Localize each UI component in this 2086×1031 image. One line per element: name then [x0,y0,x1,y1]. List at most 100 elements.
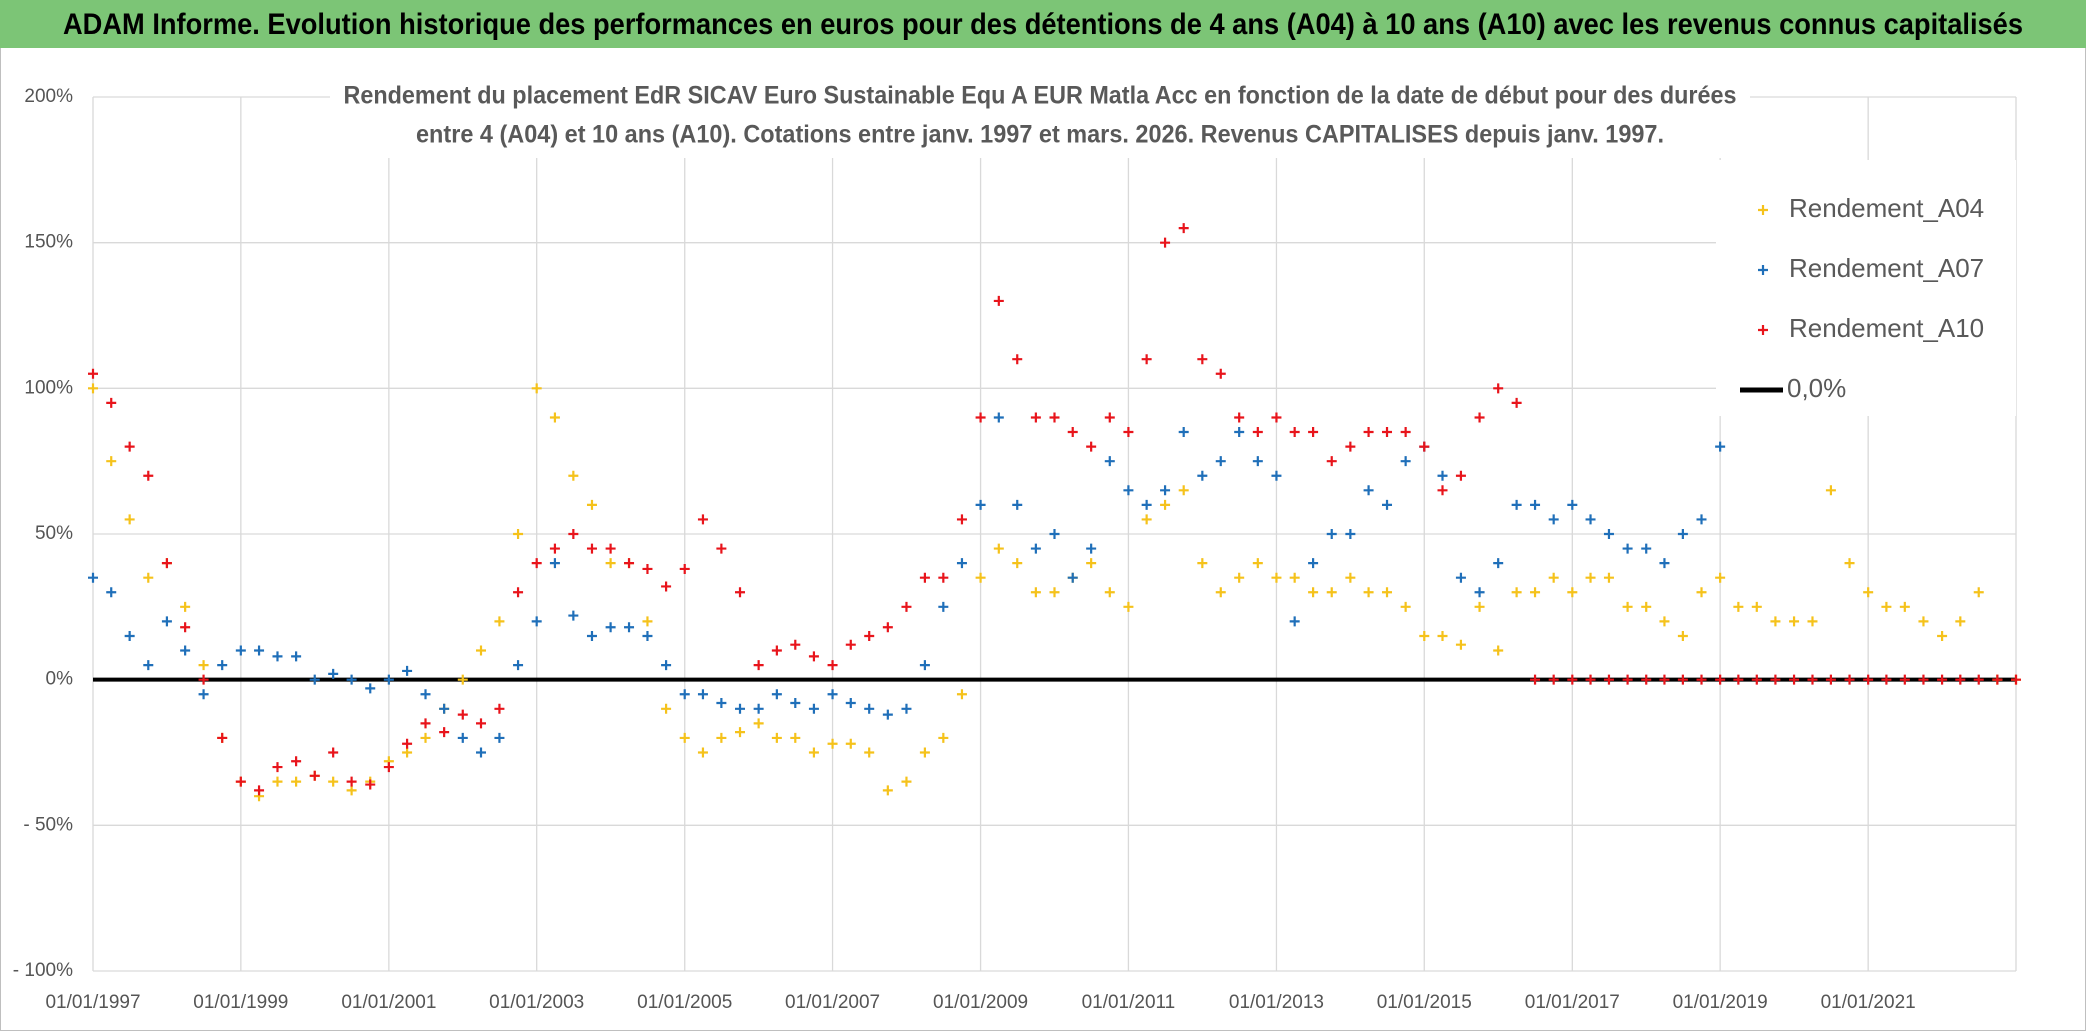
point [1677,674,1688,685]
point [309,674,320,685]
point [1345,529,1356,539]
point [1973,587,1984,598]
point [1363,485,1374,496]
point [1844,558,1855,569]
point [291,776,302,787]
x-tick-label: 01/01/2021 [1821,992,1916,1013]
point [735,703,746,714]
y-tick-label: 150% [24,232,73,253]
point [1252,558,1263,569]
point [88,383,98,394]
point [124,630,135,641]
point [531,558,542,569]
point [1641,601,1652,612]
point [642,630,653,641]
point [605,558,616,569]
point [1696,674,1707,685]
point [1160,237,1171,248]
point [1141,354,1152,365]
point [143,470,154,481]
legend-label: Rendement_A07 [1789,253,1984,283]
point [1622,674,1633,685]
point [753,718,764,729]
point [901,601,912,612]
subtitle-box [330,78,1750,158]
point [679,732,690,743]
point [1567,499,1578,510]
point [291,651,302,662]
point [1789,674,1800,685]
point [494,732,505,743]
point [272,776,283,787]
point [975,572,986,583]
point [1141,514,1152,525]
point [1215,368,1226,379]
point [808,703,819,714]
x-tick-label: 01/01/2003 [489,992,584,1013]
point [549,543,560,554]
point [1603,529,1614,539]
point [642,616,653,627]
point [1289,572,1300,583]
point [1141,499,1152,510]
point [1086,441,1097,452]
point [1881,674,1892,685]
point [586,499,597,510]
point [1622,601,1633,612]
legend-label: 0,0% [1787,373,1846,403]
point [1918,616,1929,627]
point [1234,572,1245,583]
point [420,732,431,743]
point [901,703,912,714]
point [1530,587,1541,598]
point [328,747,339,758]
point [1104,587,1115,598]
y-tick-label: 100% [24,377,73,398]
x-tick-label: 01/01/2011 [1082,992,1176,1013]
point [993,295,1004,306]
point [845,738,856,749]
point [254,785,265,796]
point [1585,514,1596,525]
point [716,543,727,554]
point [309,770,320,781]
point [365,683,376,694]
legend-box [1716,160,2016,416]
point [1825,485,1836,496]
point [1400,601,1411,612]
point [827,689,838,700]
point [1992,674,2003,685]
point [753,703,764,714]
point [106,397,117,408]
point [143,572,154,583]
point [1641,543,1652,554]
point [661,703,672,714]
point [716,697,727,708]
point [993,412,1004,423]
point [420,689,431,700]
point [1733,601,1744,612]
point [1603,572,1614,583]
point [790,697,801,708]
point [1160,485,1171,496]
point [439,727,450,738]
point [1474,412,1485,423]
point [1696,514,1707,525]
point [1067,572,1078,583]
point [1863,674,1874,685]
point [1677,630,1688,641]
point [402,738,413,749]
point [1289,616,1300,627]
point [938,601,949,612]
point [864,747,875,758]
point [568,610,579,621]
point [864,703,875,714]
point [457,709,468,720]
point [1049,412,1060,423]
point [346,674,357,685]
point [365,779,376,790]
point [975,412,986,423]
point [143,660,154,671]
point [697,514,708,525]
point [346,785,357,796]
